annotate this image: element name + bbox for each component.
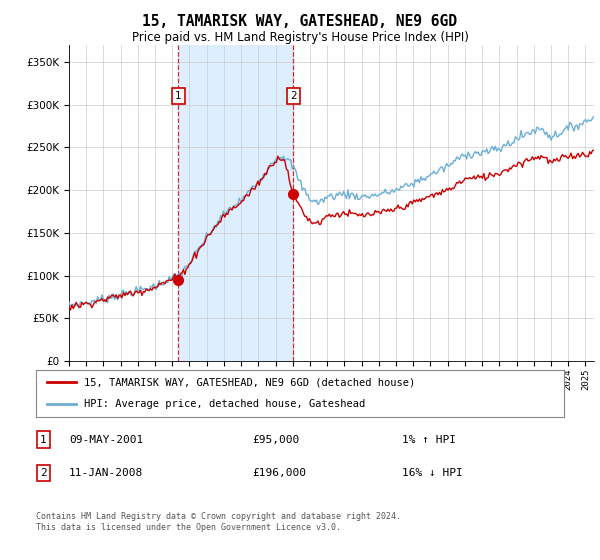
Text: £196,000: £196,000 [252, 468, 306, 478]
Text: 1: 1 [175, 91, 182, 101]
Bar [178, 45, 293, 361]
Text: Contains HM Land Registry data © Crown copyright and database right 2024.
This d: Contains HM Land Registry data © Crown c… [36, 512, 401, 532]
Text: 1: 1 [40, 435, 47, 445]
Text: 2: 2 [290, 91, 296, 101]
Text: 1% ↑ HPI: 1% ↑ HPI [402, 435, 456, 445]
Text: 09-MAY-2001: 09-MAY-2001 [69, 435, 143, 445]
Text: 15, TAMARISK WAY, GATESHEAD, NE9 6GD (detached house): 15, TAMARISK WAY, GATESHEAD, NE9 6GD (de… [83, 377, 415, 388]
Text: HPI: Average price, detached house, Gateshead: HPI: Average price, detached house, Gate… [83, 399, 365, 409]
Text: 11-JAN-2008: 11-JAN-2008 [69, 468, 143, 478]
Text: 16% ↓ HPI: 16% ↓ HPI [402, 468, 463, 478]
Text: Price paid vs. HM Land Registry's House Price Index (HPI): Price paid vs. HM Land Registry's House … [131, 31, 469, 44]
Text: £95,000: £95,000 [252, 435, 299, 445]
Text: 15, TAMARISK WAY, GATESHEAD, NE9 6GD: 15, TAMARISK WAY, GATESHEAD, NE9 6GD [143, 14, 458, 29]
Text: 2: 2 [40, 468, 47, 478]
